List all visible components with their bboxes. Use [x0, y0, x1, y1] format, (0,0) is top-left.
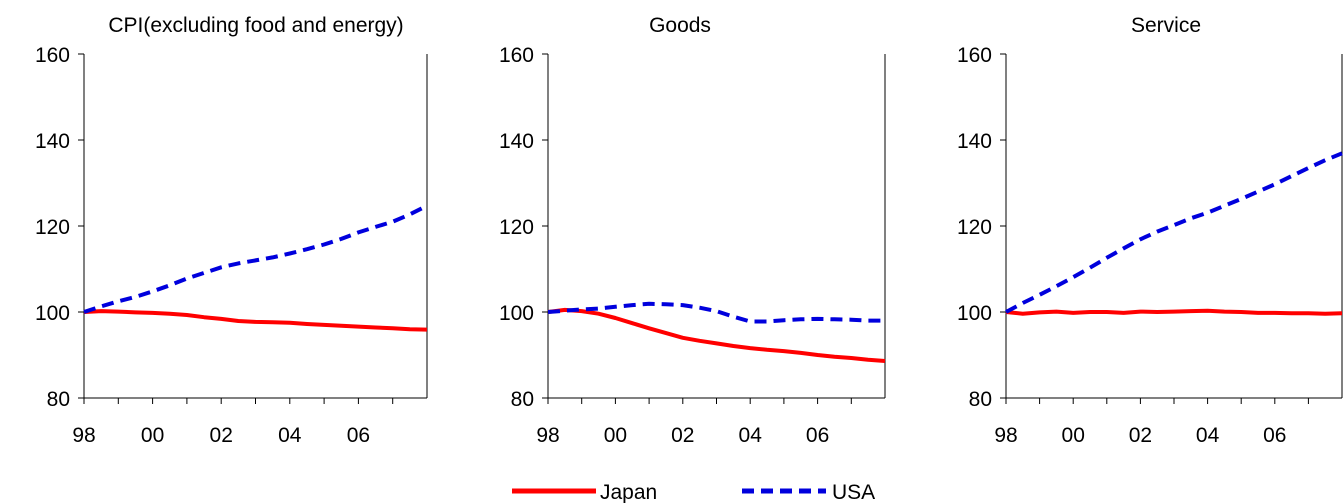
x-tick-label: 00 [141, 424, 164, 447]
series-line-japan [83, 309, 428, 332]
y-tick-label: 160 [499, 44, 534, 67]
chart-panel-cpi: CPI(excluding food and energy) 80 100 120 1… [35, 14, 428, 447]
x-tick-label: 00 [604, 424, 627, 447]
chart-title: CPI(excluding food and energy) [108, 14, 403, 37]
x-tick-label: 04 [1196, 424, 1220, 447]
chart-title: Service [1131, 14, 1201, 37]
chart-legend: Japan USA [512, 481, 875, 503]
series-line-japan [1005, 308, 1343, 316]
chart-title: Goods [649, 14, 711, 37]
y-tick-label: 160 [35, 44, 70, 67]
series-line-usa [1005, 151, 1343, 314]
y-tick-label: 80 [969, 388, 992, 411]
y-tick-label: 100 [499, 302, 534, 325]
series-line-usa [83, 204, 428, 314]
x-tick-label: 02 [210, 424, 233, 447]
y-tick-label: 160 [957, 44, 992, 67]
legend-label-japan: Japan [600, 481, 657, 503]
x-tick-label: 02 [671, 424, 694, 447]
y-tick-label: 120 [499, 216, 534, 239]
chart-panel-service: Service 80 100 120 140 160 98 00 02 04 06 [957, 14, 1343, 447]
x-tick-label: 02 [1129, 424, 1152, 447]
y-tick-label: 120 [957, 216, 992, 239]
x-tick-label: 98 [72, 424, 95, 447]
x-tick-label: 06 [806, 424, 829, 447]
y-tick-label: 140 [35, 130, 70, 153]
y-tick-label: 100 [957, 302, 992, 325]
y-tick-label: 80 [511, 388, 534, 411]
x-tick-label: 98 [994, 424, 1017, 447]
x-tick-label: 06 [347, 424, 370, 447]
x-tick-label: 04 [739, 424, 763, 447]
y-tick-label: 100 [35, 302, 70, 325]
x-tick-label: 06 [1263, 424, 1286, 447]
chart-panel-goods: Goods 80 100 120 140 160 98 00 02 04 06 [499, 14, 886, 447]
x-tick-label: 04 [278, 424, 302, 447]
x-tick-label: 98 [536, 424, 559, 447]
y-tick-label: 140 [957, 130, 992, 153]
y-tick-label: 120 [35, 216, 70, 239]
y-tick-label: 80 [47, 388, 70, 411]
series-line-japan [547, 307, 886, 363]
x-tick-label: 00 [1062, 424, 1085, 447]
y-tick-label: 140 [499, 130, 534, 153]
legend-label-usa: USA [832, 481, 875, 503]
